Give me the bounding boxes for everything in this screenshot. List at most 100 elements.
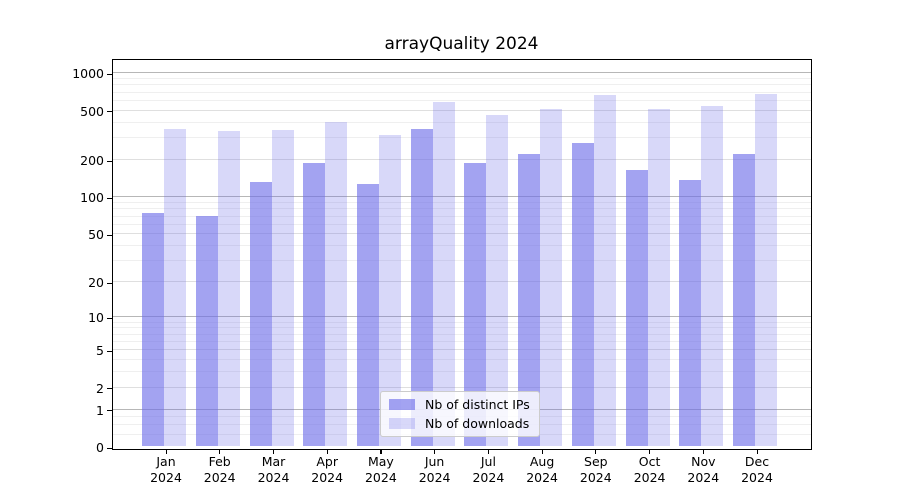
gridline-minor [112,359,811,360]
bar-distinct-ips [679,180,702,446]
x-axis-tick-label: Jul 2024 [456,454,520,486]
y-axis-tick [107,388,112,390]
year-label: 2024 [687,470,720,485]
y-axis-tick-label: 20 [88,275,104,291]
x-axis-tick [649,449,651,454]
y-axis-tick [107,317,112,319]
legend-entry: Nb of downloads [389,416,530,431]
month-label: Sep [584,454,608,469]
x-axis-tick-label: Mar 2024 [242,454,306,486]
bar-downloads [217,130,240,446]
x-axis-tick [487,449,490,454]
month-label: Apr [316,454,338,469]
y-axis-tick-label: 1000 [72,66,104,82]
x-axis-tick-label: May 2024 [349,454,413,486]
bar-distinct-ips [249,181,272,446]
x-axis-tick [326,449,328,454]
month-label: Oct [638,454,661,469]
gridline-minor [112,340,811,342]
y-axis-tick [107,197,112,200]
gridline-minor [112,223,811,225]
bar-distinct-ips [464,162,487,446]
month-label: May [367,454,394,469]
year-label: 2024 [257,470,290,485]
x-axis-tick [273,449,275,454]
gridline-major_light [112,159,811,161]
plot-area [111,58,812,450]
bar-downloads [378,134,401,446]
month-label: Jul [480,454,496,469]
gridline-major_dark [112,316,811,318]
x-axis-tick [541,449,543,454]
x-axis-tick [380,449,382,454]
x-axis-tick-label: Nov 2024 [671,454,735,486]
gridline-major_light [112,109,811,111]
bar-distinct-ips [142,212,164,446]
y-axis-tick [107,410,112,412]
year-label: 2024 [150,470,182,485]
gridline-minor [112,91,811,93]
year-label: 2024 [364,470,397,485]
legend-entry: Nb of distinct IPs [389,397,530,412]
month-label: Jun [424,454,445,469]
x-axis-tick-label: Jan 2024 [134,454,198,486]
bar-distinct-ips [571,143,594,446]
y-axis-tick-label: 2 [96,380,104,396]
bar-downloads [432,101,455,446]
bar-distinct-ips [518,153,541,446]
year-label: 2024 [526,470,558,485]
legend: Nb of distinct IPs Nb of downloads [380,391,540,437]
bar-downloads [164,129,186,446]
y-axis-tick-label: 200 [80,153,104,169]
bar-downloads [271,129,294,446]
bar-downloads [593,95,616,446]
gridline-minor [112,100,811,101]
x-axis-tick [219,449,221,454]
month-label: Jan [156,454,176,469]
y-axis-tick [107,447,112,449]
gridline-major_light [112,233,811,235]
gridline-minor [112,84,811,86]
x-axis-tick [702,449,704,454]
bar-downloads [647,109,670,446]
x-axis-tick [595,449,597,454]
bar-downloads [701,105,724,446]
month-label: Aug [529,454,555,469]
x-axis-tick-label: Sep 2024 [564,454,628,486]
x-axis-tick [165,449,167,454]
gridline-major_dark [112,196,811,198]
x-axis-tick-label: Dec 2024 [725,454,789,486]
year-label: 2024 [311,470,344,485]
y-axis-tick-label: 5 [96,343,104,359]
gridline-minor [112,78,811,80]
gridline-minor [112,371,811,372]
y-axis-tick-label: 10 [88,310,104,326]
y-axis-tick [107,350,112,352]
bar-downloads [540,109,563,446]
y-axis-tick-label: 50 [88,227,104,243]
gridline-major_light [112,386,811,388]
year-label: 2024 [579,470,612,485]
gridline-minor [112,333,811,335]
y-axis-tick [107,282,112,285]
x-axis-tick-label: Oct 2024 [618,454,682,486]
month-label: Nov [691,454,716,469]
bar-downloads [325,121,348,446]
bar-downloads [755,94,777,446]
y-axis-tick-label: 1 [96,402,104,418]
bar-distinct-ips [195,216,218,446]
bar-distinct-ips [733,153,755,446]
year-label: 2024 [633,470,666,485]
month-label: Feb [208,454,231,469]
gridline-minor [112,260,811,262]
year-label: 2024 [418,470,451,485]
x-axis-tick-label: Apr 2024 [295,454,359,486]
x-axis-tick [434,449,436,454]
gridline-minor [112,245,811,247]
gridline-minor [112,137,811,139]
y-axis-tick-label: 500 [80,103,104,119]
legend-label: Nb of distinct IPs [425,397,530,412]
y-axis-tick-label: 100 [80,190,104,206]
year-label: 2024 [741,470,773,485]
